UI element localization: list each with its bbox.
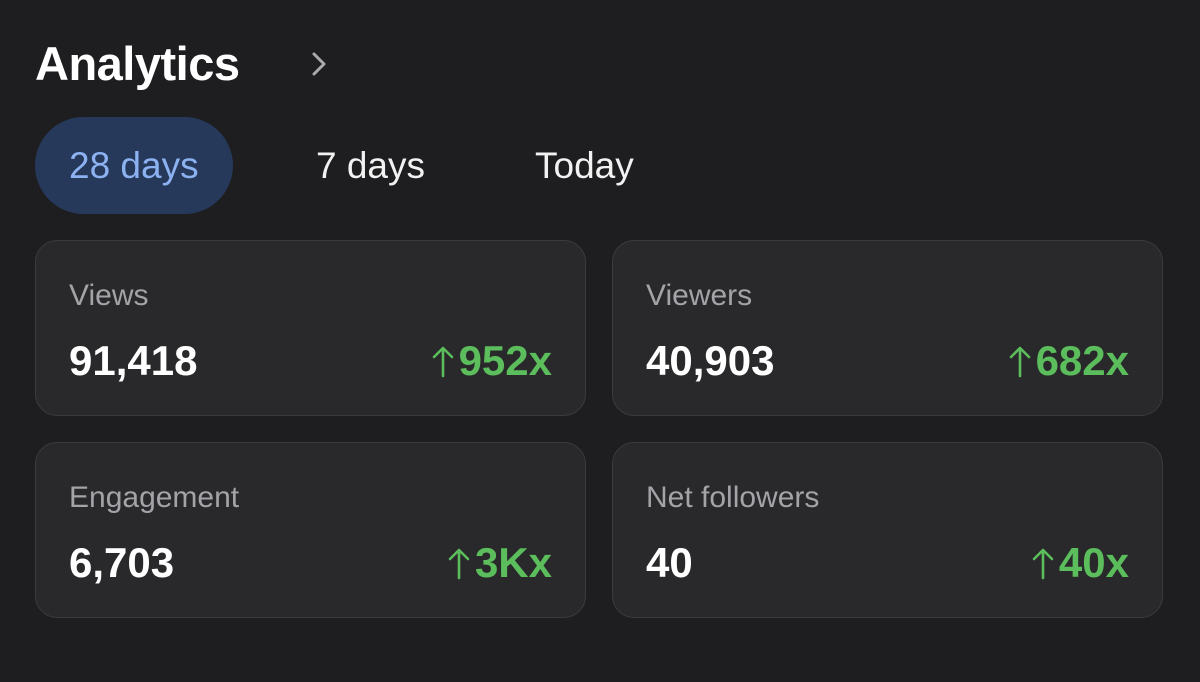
metric-label: Viewers — [646, 279, 753, 312]
metric-card[interactable]: Engagement 6,703 3Kx — [35, 442, 586, 618]
change-text: 952x — [458, 337, 552, 384]
tab[interactable]: 28 days — [35, 117, 233, 214]
page-title[interactable]: Analytics — [35, 37, 240, 90]
metric-change: 3Kx — [447, 539, 552, 587]
up-arrow-icon — [1009, 346, 1030, 378]
change-text: 40x — [1058, 539, 1129, 586]
metric-change: 40x — [1031, 539, 1129, 587]
metric-label: Engagement — [69, 481, 240, 514]
up-arrow-icon — [1032, 548, 1054, 580]
change-text: 682x — [1035, 337, 1129, 384]
metric-label: Net followers — [646, 481, 820, 514]
metric-value: 91,418 — [69, 337, 198, 384]
metric-card[interactable]: Viewers 40,903 682x — [612, 240, 1163, 416]
metric-label: Views — [69, 279, 149, 312]
chevron-icon[interactable] — [308, 50, 332, 78]
metric-value: 6,703 — [69, 539, 175, 586]
metric-change: 952x — [431, 337, 552, 385]
metric-value: 40,903 — [646, 337, 775, 384]
metric-change: 682x — [1008, 337, 1129, 385]
up-arrow-icon — [432, 346, 453, 378]
metric-card[interactable]: Net followers 40 40x — [612, 442, 1163, 618]
metric-value: 40 — [646, 539, 693, 586]
change-text: 3Kx — [474, 539, 552, 586]
tab[interactable]: Today — [535, 145, 634, 186]
tab[interactable]: 7 days — [316, 145, 426, 186]
metric-card[interactable]: Views 91,418 952x — [35, 240, 586, 416]
up-arrow-icon — [448, 548, 470, 580]
